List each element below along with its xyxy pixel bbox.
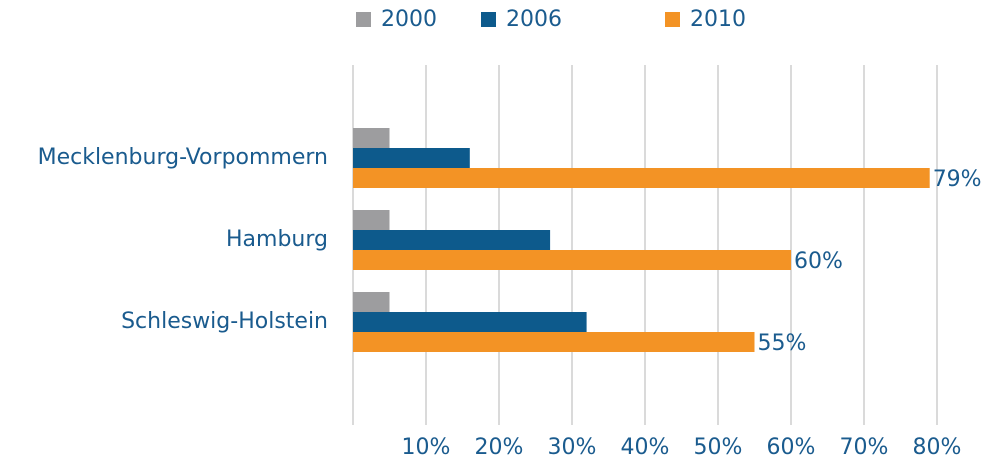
x-tick-label: 30% (548, 435, 597, 460)
x-tick-label: 60% (767, 435, 816, 460)
y-tick-label: Hamburg (226, 227, 328, 252)
y-tick-label: Mecklenburg-Vorpommern (38, 145, 328, 170)
y-tick-label: Schleswig-Holstein (121, 309, 328, 334)
x-tick-label: 10% (402, 435, 451, 460)
bar (353, 210, 390, 230)
data-label: 79% (933, 167, 982, 192)
x-tick-label: 70% (840, 435, 889, 460)
x-tick-label: 50% (694, 435, 743, 460)
x-tick-label: 80% (913, 435, 962, 460)
bar (353, 332, 755, 352)
bar (353, 148, 470, 168)
data-label: 60% (794, 249, 843, 274)
bar (353, 292, 390, 312)
bar (353, 128, 390, 148)
legend-swatch (481, 12, 496, 27)
legend-label: 2010 (690, 7, 746, 32)
legend-label: 2006 (506, 7, 562, 32)
legend-label: 2000 (381, 7, 437, 32)
legend-swatch (356, 12, 371, 27)
bar (353, 250, 791, 270)
data-label: 55% (758, 331, 807, 356)
x-tick-label: 40% (621, 435, 670, 460)
bar (353, 168, 930, 188)
bar (353, 230, 551, 250)
x-tick-label: 20% (475, 435, 524, 460)
legend-swatch (665, 12, 680, 27)
bar (353, 312, 587, 332)
